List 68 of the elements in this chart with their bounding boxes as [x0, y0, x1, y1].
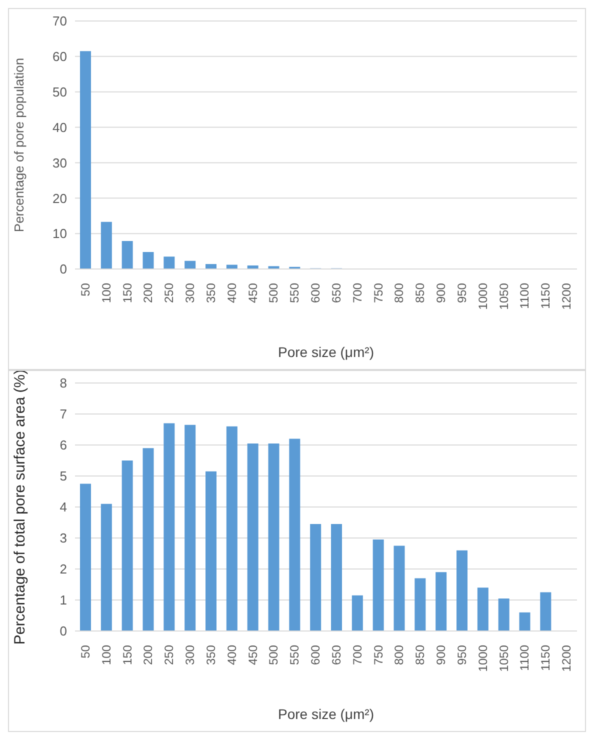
x-tick-label: 850 [413, 282, 428, 304]
x-axis-title: Pore size (μm²) [278, 344, 374, 360]
x-tick-label: 850 [413, 644, 428, 666]
x-tick-label: 50 [78, 282, 92, 296]
y-axis-title: Percentage of pore population [12, 58, 27, 232]
x-tick-label: 400 [224, 282, 239, 304]
x-tick-label: 700 [350, 644, 364, 666]
x-tick-label: 500 [266, 282, 281, 304]
x-tick-label: 1050 [496, 644, 511, 672]
x-tick-label: 200 [141, 644, 156, 666]
x-tick-label: 300 [183, 282, 198, 304]
x-tick-label: 100 [99, 644, 114, 666]
x-tick-label: 1150 [538, 282, 553, 309]
y-tick-label: 20 [52, 190, 67, 206]
x-tick-label: 750 [371, 644, 386, 666]
x-tick-label: 600 [308, 644, 323, 666]
y-tick-label: 0 [60, 624, 67, 639]
x-tick-label: 950 [454, 282, 469, 304]
x-tick-label: 1050 [496, 282, 511, 310]
x-tick-label: 450 [246, 644, 260, 666]
y-tick-label: 4 [60, 500, 67, 515]
x-tick-label: 800 [392, 644, 406, 666]
y-tick-label: 1 [60, 592, 67, 608]
x-axis-title: Pore size (μm²) [278, 706, 374, 722]
x-tick-label: 700 [350, 282, 364, 304]
x-tick-label: 600 [308, 282, 323, 304]
y-tick-label: 60 [52, 49, 67, 64]
y-tick-label: 7 [60, 406, 67, 422]
x-tick-label: 250 [162, 282, 176, 304]
x-tick-label: 650 [329, 644, 344, 666]
x-tick-label: 100 [99, 282, 114, 304]
x-tick-label: 1000 [476, 644, 490, 672]
x-tick-label: 900 [434, 644, 448, 666]
y-tick-label: 6 [60, 438, 67, 453]
y-tick-label: 0 [60, 262, 67, 277]
x-tick-label: 1200 [560, 644, 574, 672]
x-tick-label: 50 [78, 644, 92, 658]
x-tick-label: 150 [120, 644, 134, 666]
x-tick-label: 150 [120, 282, 134, 304]
x-tick-label: 750 [371, 282, 386, 304]
x-tick-label: 650 [329, 282, 344, 304]
x-tick-label: 1150 [538, 644, 553, 671]
x-tick-label: 900 [434, 282, 448, 304]
x-tick-label: 1100 [518, 644, 532, 671]
y-tick-label: 40 [52, 120, 67, 135]
x-tick-label: 450 [246, 282, 260, 304]
x-tick-label: 550 [288, 282, 302, 304]
y-tick-label: 5 [60, 468, 67, 484]
y-tick-label: 70 [52, 14, 67, 29]
y-tick-label: 2 [60, 562, 67, 577]
y-tick-label: 50 [52, 84, 67, 100]
x-tick-label: 1100 [518, 282, 532, 309]
x-tick-label: 250 [162, 644, 176, 666]
x-tick-label: 200 [141, 282, 156, 304]
y-tick-label: 3 [60, 530, 67, 546]
x-tick-label: 1200 [560, 282, 574, 310]
x-tick-label: 950 [454, 644, 469, 666]
x-tick-label: 350 [204, 644, 218, 666]
x-tick-label: 400 [224, 644, 239, 666]
y-tick-label: 8 [60, 376, 67, 391]
x-tick-label: 800 [392, 282, 406, 304]
x-tick-label: 1000 [476, 282, 490, 310]
x-tick-label: 300 [183, 644, 198, 666]
x-tick-label: 350 [204, 282, 218, 304]
y-tick-label: 30 [52, 155, 67, 170]
x-tick-label: 500 [266, 644, 281, 666]
y-tick-label: 10 [52, 226, 67, 242]
x-tick-label: 550 [288, 644, 302, 666]
